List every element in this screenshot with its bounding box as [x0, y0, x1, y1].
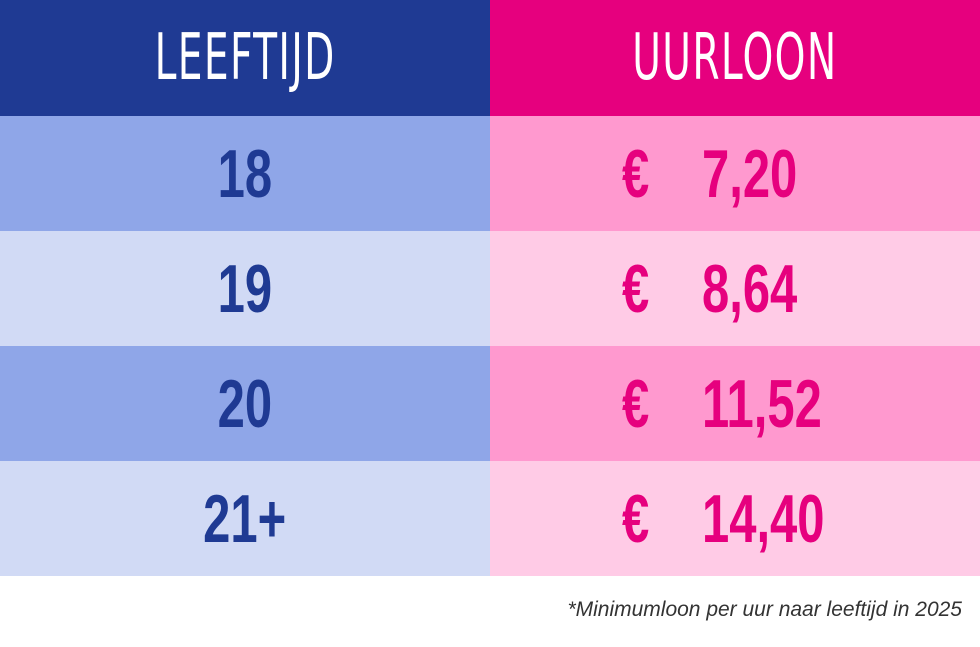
wage-header: UURLOON [632, 21, 838, 95]
table-row: 21+ € 14,40 [0, 461, 980, 576]
age-cell: 18 [0, 116, 490, 231]
age-value: 20 [217, 365, 273, 442]
wage-cell: € 11,52 [490, 346, 980, 461]
age-header-cell: LEEFTIJD [0, 0, 490, 116]
wage-cell: € 14,40 [490, 461, 980, 576]
minimum-wage-table: LEEFTIJD UURLOON 18 € 7,20 19 € 8,64 [0, 0, 980, 576]
table-row: 20 € 11,52 [0, 346, 980, 461]
age-value: 18 [217, 135, 273, 212]
age-header: LEEFTIJD [154, 21, 336, 95]
wage-cell: € 7,20 [490, 116, 980, 231]
age-cell: 20 [0, 346, 490, 461]
wage-value: 7,20 [702, 135, 798, 212]
footnote: *Minimumloon per uur naar leeftijd in 20… [567, 598, 962, 621]
age-value: 21+ [203, 480, 287, 557]
wage-value: 11,52 [702, 365, 822, 442]
age-cell: 21+ [0, 461, 490, 576]
wage-cell: € 8,64 [490, 231, 980, 346]
age-cell: 19 [0, 231, 490, 346]
table-row: 19 € 8,64 [0, 231, 980, 346]
table-row: 18 € 7,20 [0, 116, 980, 231]
euro-sign: € [622, 135, 650, 212]
wage-header-cell: UURLOON [490, 0, 980, 116]
table-header-row: LEEFTIJD UURLOON [0, 0, 980, 116]
age-value: 19 [217, 250, 273, 327]
wage-value: 8,64 [702, 250, 798, 327]
euro-sign: € [622, 480, 650, 557]
euro-sign: € [622, 365, 650, 442]
wage-value: 14,40 [702, 480, 825, 557]
euro-sign: € [622, 250, 650, 327]
